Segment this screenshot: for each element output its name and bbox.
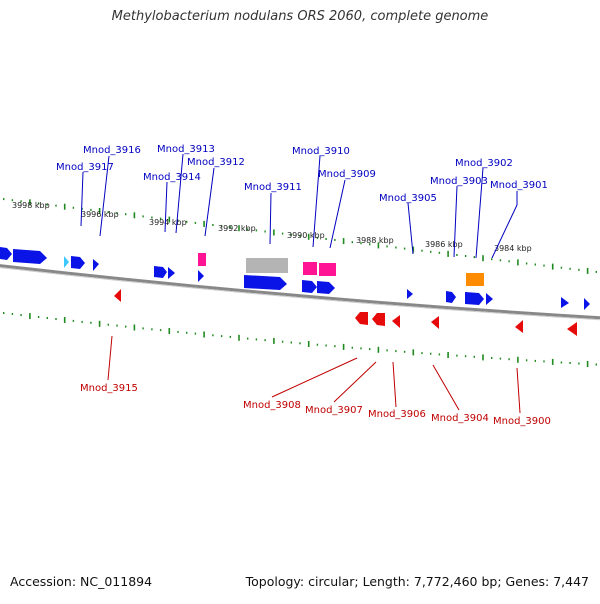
gene-label-mnod-3909[interactable]: Mnod_3909 xyxy=(318,169,376,180)
leader-line xyxy=(269,192,272,245)
gene-arrow[interactable] xyxy=(198,270,204,282)
rna-feature[interactable] xyxy=(303,262,317,275)
gene-arrow[interactable] xyxy=(486,293,493,305)
gene-arrow[interactable] xyxy=(567,322,577,336)
gene-label-mnod-3913[interactable]: Mnod_3913 xyxy=(157,144,215,155)
rna-feature[interactable] xyxy=(319,263,336,276)
gene-label-mnod-3907[interactable]: Mnod_3907 xyxy=(305,405,363,416)
gene-label-mnod-3906[interactable]: Mnod_3906 xyxy=(368,409,426,420)
gene-arrow[interactable] xyxy=(154,266,167,278)
leader-line xyxy=(516,367,521,414)
gene-arrow[interactable] xyxy=(302,280,317,293)
gene-arrow[interactable] xyxy=(584,298,590,310)
gene-label-mnod-3914[interactable]: Mnod_3914 xyxy=(143,172,201,183)
leader-lines-bottom xyxy=(107,335,521,414)
scale-label-3988: 3988 kbp xyxy=(356,236,394,245)
gene-label-mnod-3915[interactable]: Mnod_3915 xyxy=(80,383,138,394)
map-title: Methylobacterium nodulans ORS 2060, comp… xyxy=(111,9,489,24)
gene-label-mnod-3916[interactable]: Mnod_3916 xyxy=(83,145,141,156)
gene-label-mnod-3912[interactable]: Mnod_3912 xyxy=(187,157,245,168)
leader-line xyxy=(491,204,518,259)
gene-label-mnod-3904[interactable]: Mnod_3904 xyxy=(431,413,489,424)
scale-ticks-top xyxy=(3,198,597,274)
leader-line xyxy=(99,155,110,237)
gene-label-mnod-3917[interactable]: Mnod_3917 xyxy=(56,162,114,173)
leader-line xyxy=(271,357,358,398)
scale-labels: 3998 kbp 3996 kbp 3994 kbp 3992 kbp 3990… xyxy=(12,201,532,253)
leader-line xyxy=(107,335,113,381)
pseudo-gene-feature[interactable] xyxy=(246,258,288,273)
scale-label-3984: 3984 kbp xyxy=(494,244,532,253)
leader-lines-top xyxy=(80,153,518,259)
gene-label-mnod-3902[interactable]: Mnod_3902 xyxy=(455,158,513,169)
gene-arrow[interactable] xyxy=(114,289,121,302)
genome-backbone xyxy=(0,264,600,320)
gene-arrow[interactable] xyxy=(168,267,175,279)
gene-arrow-lightblue[interactable] xyxy=(64,256,69,268)
rna-features xyxy=(198,253,336,276)
gene-arrow[interactable] xyxy=(431,316,439,329)
scale-label-3998: 3998 kbp xyxy=(12,201,50,210)
scale-ticks-bottom xyxy=(3,312,597,367)
scale-label-3992: 3992 kbp xyxy=(218,224,256,233)
gene-label-mnod-3910[interactable]: Mnod_3910 xyxy=(292,146,350,157)
leader-line xyxy=(453,185,458,258)
rna-feature[interactable] xyxy=(198,253,206,266)
gene-arrow[interactable] xyxy=(13,249,47,264)
minus-strand-genes xyxy=(114,289,577,336)
leader-line xyxy=(164,181,168,233)
gene-arrow[interactable] xyxy=(561,297,569,308)
gene-arrow[interactable] xyxy=(71,256,85,269)
gene-arrow[interactable] xyxy=(355,312,368,325)
scale-label-3994: 3994 kbp xyxy=(149,218,187,227)
leader-line xyxy=(333,361,377,403)
orange-feature[interactable] xyxy=(466,273,484,286)
gene-label-mnod-3911[interactable]: Mnod_3911 xyxy=(244,182,302,193)
gene-arrow[interactable] xyxy=(392,315,400,328)
plus-strand-genes xyxy=(0,247,590,310)
leader-line xyxy=(175,153,184,234)
scale-label-3986: 3986 kbp xyxy=(425,240,463,249)
gene-arrow[interactable] xyxy=(446,291,456,303)
gene-label-mnod-3900[interactable]: Mnod_3900 xyxy=(493,416,551,427)
genome-summary: Topology: circular; Length: 7,772,460 bp… xyxy=(245,574,589,589)
gene-labels-top: Mnod_3916 Mnod_3917 Mnod_3913 Mnod_3912 … xyxy=(56,144,548,204)
gene-arrow[interactable] xyxy=(407,289,413,299)
leader-line xyxy=(312,155,321,248)
gene-label-mnod-3903[interactable]: Mnod_3903 xyxy=(430,176,488,187)
gene-arrow[interactable] xyxy=(317,281,335,294)
gene-arrow[interactable] xyxy=(515,320,523,333)
gene-arrow[interactable] xyxy=(93,259,99,271)
gene-label-mnod-3908[interactable]: Mnod_3908 xyxy=(243,400,301,411)
gene-arrow[interactable] xyxy=(372,313,385,326)
leader-line xyxy=(475,167,484,259)
gene-arrow[interactable] xyxy=(465,292,484,305)
gene-label-mnod-3905[interactable]: Mnod_3905 xyxy=(379,193,437,204)
accession-label: Accession: NC_011894 xyxy=(10,574,153,589)
gene-arrow[interactable] xyxy=(244,275,287,290)
genome-backbone-shade xyxy=(0,267,600,321)
gene-label-mnod-3901[interactable]: Mnod_3901 xyxy=(490,180,548,191)
gene-arrow[interactable] xyxy=(0,247,12,260)
leader-line xyxy=(80,171,84,227)
leader-line xyxy=(432,364,460,411)
leader-line xyxy=(407,202,414,255)
leader-line xyxy=(329,179,346,249)
scale-label-3990: 3990 kbp xyxy=(287,231,325,240)
leader-line xyxy=(392,361,397,408)
gene-labels-bottom: Mnod_3915 Mnod_3908 Mnod_3907 Mnod_3906 … xyxy=(80,383,551,427)
leader-line xyxy=(204,167,215,237)
scale-label-3996: 3996 kbp xyxy=(81,210,119,219)
